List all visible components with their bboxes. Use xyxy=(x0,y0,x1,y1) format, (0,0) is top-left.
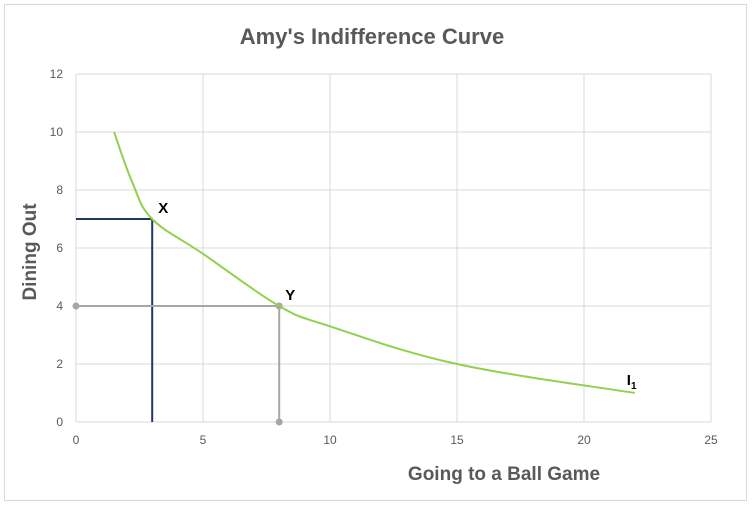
x-tick-label: 0 xyxy=(73,433,80,447)
y-tick-label: 6 xyxy=(56,241,63,255)
y-tick-label: 2 xyxy=(56,357,63,371)
point-guides xyxy=(72,218,283,426)
x-tick-label: 20 xyxy=(577,433,591,447)
series-layer xyxy=(113,131,635,394)
x-tick-labels: 0 5 10 15 20 25 xyxy=(73,433,718,447)
y-tick-label: 0 xyxy=(56,415,63,429)
y-guide-marker xyxy=(275,418,283,426)
chart-title: Amy's Indifference Curve xyxy=(240,24,504,49)
x-tick-label: 15 xyxy=(450,433,464,447)
x-axis-label: Going to a Ball Game xyxy=(408,464,600,485)
x-tick-label: 10 xyxy=(323,433,337,447)
point-labels: I1 X Y xyxy=(158,200,637,392)
x-tick-label: 25 xyxy=(704,433,718,447)
chart-frame: 0 2 4 6 8 10 12 0 5 10 15 20 25 I1 X Y Amy's Indiffer… xyxy=(4,4,747,501)
y-tick-label: 4 xyxy=(56,299,63,313)
gridlines xyxy=(75,73,712,423)
y-tick-label: 10 xyxy=(50,125,64,139)
y-axis-label: Dining Out xyxy=(20,203,41,301)
indifference-chart: 0 2 4 6 8 10 12 0 5 10 15 20 25 I1 X Y Amy's Indiffer… xyxy=(20,24,718,485)
y-guide-marker xyxy=(72,302,80,310)
indifference-curve-line xyxy=(113,131,635,394)
series-label: I1 xyxy=(627,372,637,392)
point-label-x: X xyxy=(158,200,168,217)
point-label-y: Y xyxy=(285,287,295,304)
y-tick-label: 8 xyxy=(56,183,63,197)
y-tick-label: 12 xyxy=(50,67,64,81)
x-tick-label: 5 xyxy=(200,433,207,447)
y-tick-labels: 0 2 4 6 8 10 12 xyxy=(50,67,64,429)
